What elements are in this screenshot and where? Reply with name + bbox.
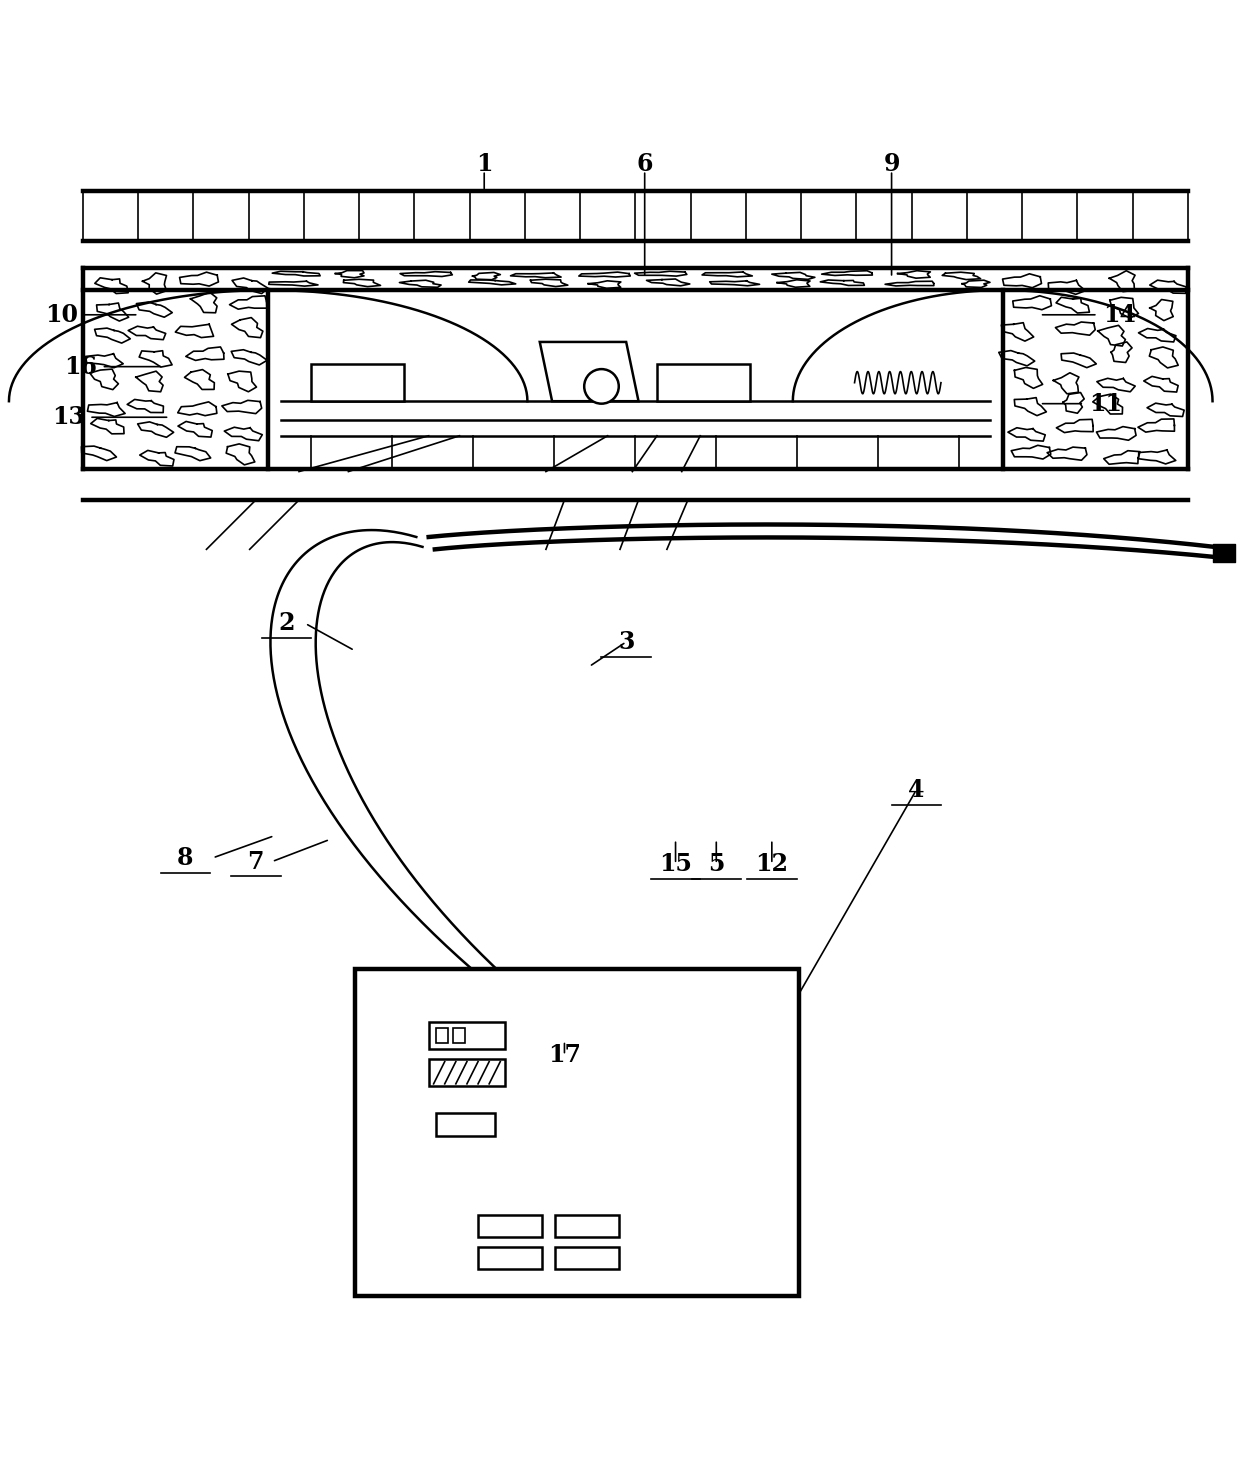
Bar	[554, 1247, 619, 1269]
Bar	[657, 364, 750, 401]
Bar	[429, 1059, 505, 1086]
Bar	[554, 1215, 619, 1237]
Text: 17: 17	[548, 1043, 582, 1068]
Text: 5: 5	[708, 852, 724, 876]
Bar	[429, 1022, 505, 1049]
Bar	[355, 970, 799, 1296]
Bar	[454, 1028, 465, 1043]
Text: 1: 1	[476, 153, 492, 176]
Text: 16: 16	[64, 354, 97, 379]
Text: 2: 2	[279, 611, 295, 636]
Text: 10: 10	[46, 303, 78, 326]
Bar	[479, 1247, 542, 1269]
Text: 15: 15	[660, 852, 692, 876]
Bar	[436, 1114, 495, 1136]
Polygon shape	[539, 342, 639, 401]
Text: 9: 9	[883, 153, 900, 176]
Text: 11: 11	[1089, 392, 1122, 416]
Text: 13: 13	[52, 405, 84, 429]
Text: 8: 8	[177, 846, 193, 870]
Text: 12: 12	[755, 852, 789, 876]
Bar	[479, 1215, 542, 1237]
Bar	[311, 364, 404, 401]
Text: 3: 3	[618, 630, 635, 654]
Text: 6: 6	[636, 153, 653, 176]
Circle shape	[584, 369, 619, 404]
Text: 7: 7	[248, 849, 264, 874]
Text: 4: 4	[908, 779, 925, 802]
Bar	[436, 1028, 448, 1043]
Text: 14: 14	[1104, 303, 1136, 326]
